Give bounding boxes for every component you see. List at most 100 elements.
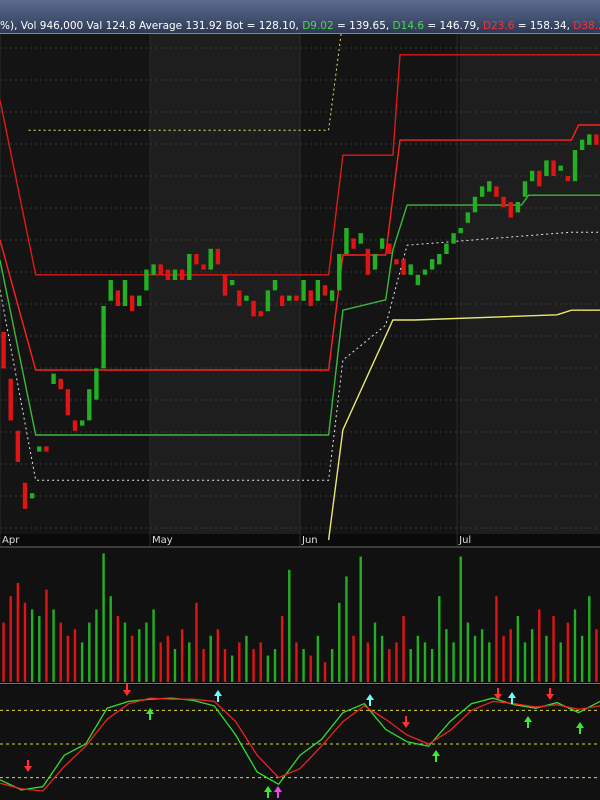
volume-bar [252, 649, 255, 682]
volume-bar [352, 635, 355, 682]
volume-bar [180, 629, 184, 682]
candle [115, 290, 121, 306]
candle [558, 165, 563, 171]
candle [194, 254, 199, 265]
candle [65, 389, 71, 416]
volume-bar [2, 622, 5, 682]
candle [358, 233, 363, 244]
volume-bar [145, 622, 148, 682]
volume-bar [416, 635, 420, 682]
volume-bar [288, 569, 291, 682]
volume-bar [109, 596, 112, 682]
x-tick-label: May [152, 535, 173, 546]
candle [237, 290, 242, 306]
volume-bar [195, 602, 198, 682]
arrow [24, 760, 32, 772]
oscillator-line [0, 697, 600, 791]
volume-bar [159, 642, 162, 682]
candle [551, 160, 556, 176]
volume-bar [509, 629, 512, 682]
candle [515, 202, 521, 213]
volume-bar [338, 602, 341, 682]
candle [537, 170, 542, 187]
volume-bar [559, 642, 562, 682]
candle [208, 248, 213, 270]
candle [579, 139, 585, 150]
arrow [214, 690, 222, 702]
volume-bar [452, 642, 455, 682]
candle [137, 295, 142, 306]
header-text: D14.6 [392, 20, 425, 32]
volume-bar [573, 609, 577, 682]
candle [179, 269, 185, 280]
x-tick-label: Apr [2, 535, 20, 546]
volume-bar [9, 596, 12, 682]
candle [465, 212, 471, 223]
volume-bar [480, 629, 484, 682]
volume-bar [280, 616, 284, 682]
candle [122, 280, 128, 306]
candle [201, 264, 206, 270]
volume-bar [566, 622, 570, 682]
candle [79, 420, 85, 426]
volume-bar [130, 635, 134, 682]
candle [437, 254, 442, 265]
candle [522, 181, 528, 197]
header-text: %), Vol 946,000 Val 124.8 Average 131.92… [0, 20, 303, 32]
arrow [524, 716, 532, 728]
candle [279, 295, 285, 306]
volume-bar [409, 649, 412, 682]
candle [315, 280, 321, 301]
candle [215, 248, 221, 265]
candle [365, 248, 371, 275]
volume-bar [388, 649, 391, 682]
candle [594, 134, 599, 145]
volume-bar [345, 576, 348, 682]
candle [165, 269, 171, 280]
volume-bar [316, 635, 320, 682]
candle [58, 378, 63, 390]
volume-bar [80, 642, 84, 682]
volume-bar [238, 642, 241, 682]
candle [44, 446, 49, 452]
volume-bar [52, 609, 55, 682]
arrow [402, 716, 410, 728]
candle [544, 160, 549, 176]
volume-bar [273, 649, 277, 682]
volume-bar [266, 655, 270, 682]
candle [322, 285, 328, 296]
volume-bar [173, 649, 177, 682]
arrow [432, 750, 440, 762]
candle [508, 202, 513, 218]
candle [22, 482, 28, 509]
volume-bar [245, 635, 248, 682]
candle [387, 243, 392, 254]
header: %), Vol 946,000 Val 124.8 Average 131.92… [0, 0, 600, 34]
header-text: = 158.34, [514, 20, 574, 32]
candle [8, 378, 13, 421]
arrow [508, 692, 516, 704]
volume-bar [116, 616, 120, 682]
header-text: = 139.65, [333, 20, 393, 32]
candle [337, 254, 342, 291]
candle [422, 269, 428, 275]
candle [72, 420, 78, 431]
volume-bar [402, 616, 405, 682]
signal-arrows [24, 684, 584, 798]
candle [37, 446, 42, 452]
candle [351, 238, 356, 249]
arrow [576, 722, 584, 734]
volume-bar [23, 602, 27, 682]
candle [265, 290, 271, 312]
candle [408, 264, 413, 275]
candle [308, 290, 313, 306]
marks: Apr May Jun Jul [0, 19, 600, 792]
volume-bar [430, 649, 434, 682]
volume-bar [523, 642, 527, 682]
volume-bar [323, 662, 327, 682]
volume-bar [123, 622, 127, 682]
volume-bar [202, 649, 205, 682]
volume-bar [295, 642, 298, 682]
volume-bar [216, 629, 220, 682]
volume-bar [59, 622, 62, 682]
